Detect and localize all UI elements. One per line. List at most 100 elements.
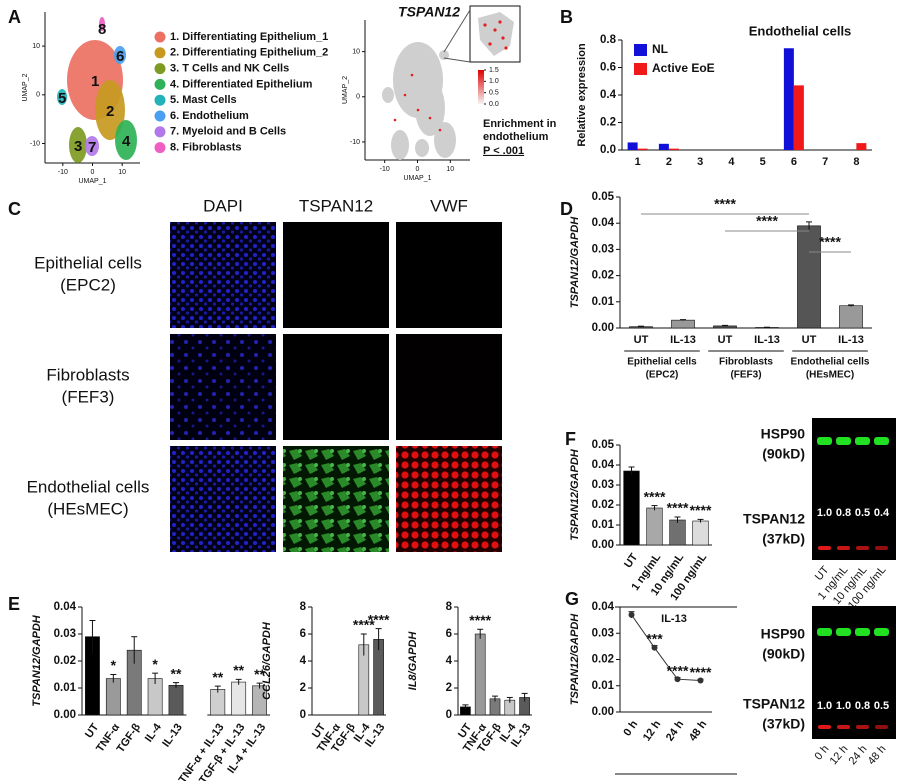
y-tick-label: 0.04	[592, 601, 615, 613]
y-tick-label: 0.00	[592, 706, 614, 718]
x-tick-label: IL-13	[754, 334, 780, 346]
significance: ****	[644, 488, 666, 504]
y-tick-label: 4	[300, 655, 307, 667]
x-tick-label: 8	[853, 156, 859, 168]
y-axis-label: IL8/GAPDH	[407, 631, 419, 691]
x-axis-label: IL-13	[661, 613, 687, 625]
micrograph	[396, 446, 502, 552]
x-tick-label: 7	[822, 156, 828, 168]
x-tick-label: 3	[697, 156, 703, 168]
row-label: (HEsMEC)	[47, 499, 128, 518]
y-tick-label: 0.03	[592, 627, 614, 639]
significance: **	[212, 669, 223, 685]
lane-label: 24 h	[847, 743, 870, 767]
bar	[839, 305, 863, 329]
cluster-label: 2	[106, 103, 114, 120]
legend-swatch	[154, 94, 166, 106]
y-tick-label: 0.03	[592, 243, 614, 255]
legend-label: 3. T Cells and NK Cells	[170, 63, 289, 75]
y-tick-label: -10	[30, 140, 40, 147]
x-tick-label: 0 h	[621, 718, 640, 738]
blot-label: TSPAN12	[743, 696, 805, 712]
y-tick-label: 6	[446, 628, 452, 640]
x-tick-label: 1	[635, 156, 641, 168]
legend-swatch	[154, 110, 166, 122]
y-tick-label: 0.0	[600, 144, 616, 156]
significance: ****	[756, 213, 778, 229]
blot-label: (90kD)	[762, 446, 805, 462]
colorbar-tick-label: 0.5	[489, 90, 499, 97]
bar	[105, 678, 121, 716]
blot-band	[855, 437, 870, 445]
inset-pointer	[443, 57, 471, 63]
expressing-cell	[428, 116, 432, 120]
blot-band	[855, 628, 870, 636]
cluster-label: 7	[88, 139, 96, 156]
y-tick-label: 0.04	[592, 459, 615, 471]
bar	[168, 684, 184, 716]
legend-swatch	[154, 78, 166, 90]
annotation: endothelium	[483, 131, 549, 143]
cluster-label: 8	[98, 21, 106, 38]
expressing-cell	[393, 118, 397, 122]
band-ratio: 1.0	[836, 700, 851, 712]
point	[674, 676, 681, 683]
cell-cloud	[434, 122, 456, 158]
micrograph	[283, 222, 389, 328]
significance: ****	[368, 611, 390, 627]
y-tick-label: 8	[446, 601, 453, 613]
y-tick-label: 0.02	[592, 270, 614, 282]
y-tick-label: 0.03	[592, 479, 614, 491]
significance: ****	[353, 617, 375, 633]
y-axis-label: CCL26/GAPDH	[261, 621, 273, 700]
legend-swatch	[154, 47, 166, 59]
band-ratio: 1.0	[817, 700, 832, 712]
micrograph	[396, 222, 502, 328]
y-tick-label: 0.02	[592, 499, 614, 511]
cell-cloud	[415, 139, 429, 157]
legend-label: 8. Fibroblasts	[170, 142, 242, 154]
y-axis-label: TSPAN12/GAPDH	[569, 216, 581, 309]
legend-swatch	[154, 142, 166, 154]
expressing-cell	[438, 128, 442, 132]
x-tick-label: UT	[718, 334, 733, 346]
blot-band	[837, 546, 850, 550]
significance: **	[254, 666, 265, 682]
y-tick-label: 0.4	[600, 89, 617, 101]
blot-band	[875, 546, 888, 550]
blot-band	[875, 725, 888, 729]
legend-label: 2. Differentiating Epithelium_2	[170, 47, 328, 59]
p-value: P < .001	[483, 145, 524, 157]
legend-label: 4. Differentiated Epithelium	[170, 78, 313, 90]
bar	[692, 520, 709, 546]
y-tick-label: 0.01	[592, 680, 615, 692]
y-tick-label: 0.04	[592, 217, 615, 229]
cell-cloud	[391, 130, 409, 160]
micrograph	[283, 446, 389, 552]
y-tick-label: 0	[300, 709, 306, 721]
band-ratio: 0.8	[836, 507, 851, 519]
blot-band	[818, 546, 831, 550]
micrograph	[170, 222, 276, 328]
significance: ****	[667, 500, 689, 516]
column-header: VWF	[430, 196, 468, 215]
x-tick-label: UT	[802, 334, 817, 346]
group-label: Fibroblasts	[719, 357, 773, 368]
y-tick-label: 0.01	[592, 519, 615, 531]
bar	[627, 142, 638, 150]
blot-label: HSP90	[761, 626, 806, 642]
panel-label: D	[560, 199, 573, 219]
cluster	[57, 89, 67, 105]
blot-band	[818, 725, 831, 729]
x-tick-label: 6	[791, 156, 797, 168]
expressing-cell	[403, 93, 407, 97]
y-tick-label: 2	[446, 682, 452, 694]
legend-label: 1. Differentiating Epithelium_1	[170, 31, 328, 43]
blot-band	[817, 437, 832, 445]
blot-band	[856, 546, 869, 550]
bar	[669, 519, 686, 546]
significance: *	[152, 656, 158, 672]
cluster-label: 1	[91, 73, 99, 90]
cell-cloud	[415, 80, 445, 136]
significance: ****	[690, 664, 712, 680]
